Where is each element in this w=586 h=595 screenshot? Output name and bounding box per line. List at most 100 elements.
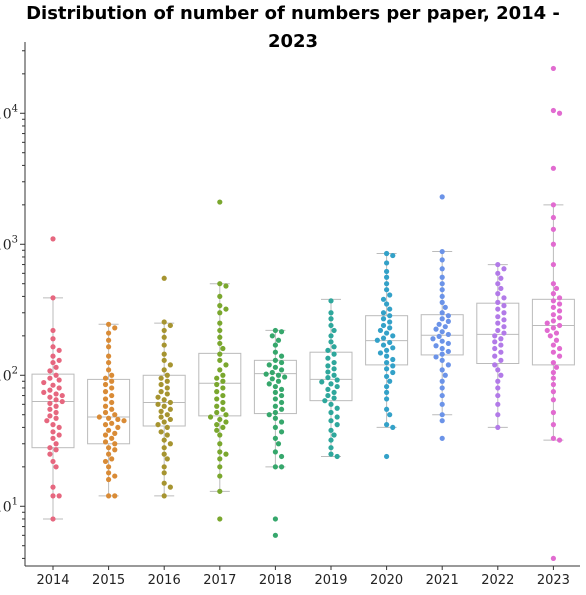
data-point [495,299,501,305]
data-point [492,362,498,368]
data-point [384,406,390,412]
data-point [41,379,47,386]
data-point [102,381,109,388]
data-point [556,301,563,307]
data-point [275,337,282,343]
x-tick-label: 2019 [314,573,347,588]
data-point [550,435,557,441]
data-point [498,357,504,363]
data-point [50,516,56,522]
data-point [50,336,56,342]
data-point [433,326,439,332]
data-point [501,317,507,323]
data-point [550,241,557,247]
data-point [390,369,396,376]
data-point [380,342,387,348]
data-point [495,306,501,312]
data-point [109,420,115,426]
data-point [109,406,115,412]
data-point [223,283,229,289]
data-point [269,333,275,339]
data-point [155,401,161,407]
data-point [53,464,59,470]
data-point [439,378,445,384]
data-point [387,292,393,298]
data-point [498,336,504,342]
data-point [50,435,56,441]
data-point [272,396,278,402]
data-point [161,470,167,476]
data-point [550,389,557,395]
data-point [445,331,451,338]
data-point [278,399,285,406]
data-point [106,337,112,343]
data-point [328,401,334,407]
data-point [112,473,118,479]
data-point [387,339,393,346]
data-point [155,422,161,428]
y-tick-label: 103 [0,234,18,253]
data-point [380,310,387,316]
data-point [53,409,59,416]
data-point [161,367,167,373]
data-point [272,449,278,455]
data-point [278,353,285,359]
data-point [325,386,331,393]
data-point [161,403,167,409]
data-point [214,381,220,388]
data-point [328,381,334,387]
data-point [384,383,390,390]
data-point [556,345,563,352]
data-point [282,374,288,380]
data-point [331,372,337,378]
data-point [387,378,393,384]
data-point [334,414,340,420]
data-point [495,327,501,334]
box [142,374,186,427]
data-point [384,301,390,307]
y-tick-base: 10 [0,237,12,253]
data-point [102,458,109,465]
data-point [377,327,384,334]
data-point [56,347,62,353]
data-point [553,330,560,336]
data-point [161,451,167,457]
data-point [121,418,127,424]
data-point [102,396,109,402]
data-point [556,322,563,329]
data-point [492,333,498,339]
data-point [556,437,563,443]
data-point [325,355,331,361]
data-point [495,385,501,391]
data-point [50,458,56,465]
data-point [109,378,115,384]
data-point [331,344,337,350]
data-point [439,338,445,344]
x-tick-label: 2017 [203,573,236,588]
data-point [53,372,59,378]
data-point [223,362,229,368]
data-point [272,403,278,409]
data-point [501,330,507,336]
data-point [374,337,380,343]
data-point [439,357,445,363]
data-point [331,366,337,372]
data-point [220,399,226,406]
data-point [50,327,56,334]
data-point [167,416,173,423]
box-layer [31,204,575,520]
data-point [550,107,557,114]
data-point [47,375,53,381]
data-point [501,310,507,316]
data-point [439,351,445,357]
data-point [556,353,563,359]
data-point [217,310,223,316]
data-point [53,415,59,421]
data-point [220,385,226,391]
data-point [445,313,451,319]
data-point [56,357,62,363]
data-point [387,412,393,418]
data-point [495,270,501,276]
data-point [325,369,331,375]
data-point [161,480,167,486]
